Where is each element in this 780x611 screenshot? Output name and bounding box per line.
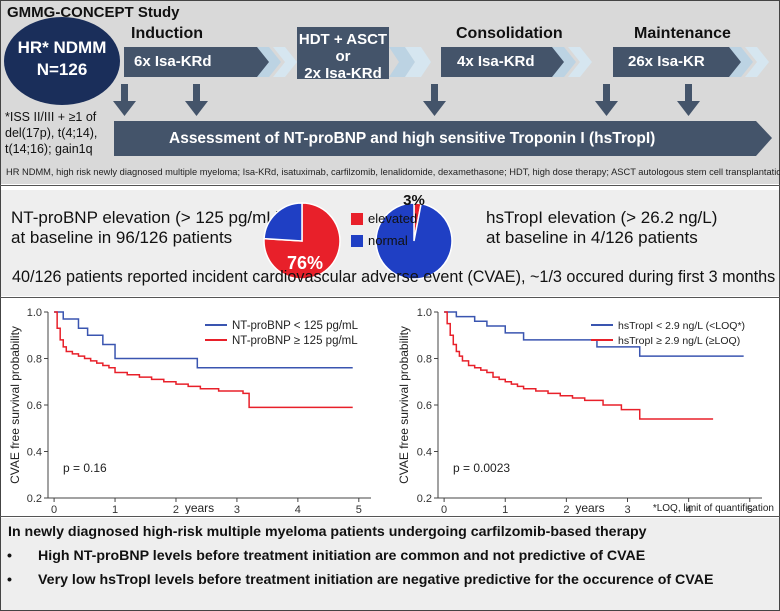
phase-induction-regimen: 6x Isa-KRd — [134, 53, 212, 70]
study-title: GMMG-CONCEPT Study — [7, 4, 180, 21]
hdt-box — [297, 27, 389, 79]
phase-induction-name: Induction — [131, 25, 203, 42]
x-tick-label: 5 — [747, 504, 753, 514]
ntprobnp-line2: at baseline in 96/126 patients — [11, 228, 233, 247]
phase-hdt-label: HDT + ASCT or 2x Isa-KRd — [297, 31, 389, 82]
ntprobnp-line1: NT-proBNP elevation (> 125 pg/mL) — [11, 208, 282, 227]
x-axis-label: years — [185, 501, 214, 514]
x-tick-label: 0 — [441, 504, 447, 514]
y-tick-label: 0.8 — [27, 354, 42, 366]
x-tick-label: 4 — [686, 504, 692, 514]
risk-footnote-line: t(14;16); gain1q — [5, 142, 93, 156]
ntprobnp-summary: NT-proBNP elevation (> 125 pg/mL) at bas… — [11, 208, 281, 248]
ntprobnp-pie: 76% — [263, 202, 341, 280]
legend-swatch-normal — [351, 235, 363, 247]
pie-data-label: 76% — [287, 253, 323, 273]
maintenance-arrow — [613, 47, 769, 77]
series-line — [54, 311, 353, 409]
down-arrows — [113, 84, 700, 116]
legend-label-elevated: elevated — [368, 211, 418, 226]
y-tick-label: 1.0 — [417, 307, 432, 319]
design-diagram — [4, 17, 772, 156]
connector-chevron — [405, 47, 431, 77]
x-tick-label: 0 — [51, 504, 57, 514]
phase-consolidation-regimen: 4x Isa-KRd — [457, 53, 535, 70]
risk-footnote: *ISS II/III + ≥1 of del(17p), t(4;14), t… — [5, 109, 97, 157]
y-axis-label: CVAE free survival probability — [8, 326, 22, 484]
x-tick-label: 5 — [356, 504, 362, 514]
loq-footnote: *LOQ, limit of quantification — [653, 503, 774, 514]
legend-swatch-elevated — [351, 213, 363, 225]
km-plot-hstropi: 0.2 0.4 0.6 0.8 1.0 0 1 2 3 4 5 CVAE free survival … — [397, 307, 774, 514]
induction-arrow — [124, 47, 297, 77]
population-line2: N=126 — [36, 60, 88, 79]
separator — [0, 185, 780, 186]
conclusion-panel: In newly diagnosed high-risk multiple my… — [1, 518, 779, 610]
conclusion-bullet-2: Very low hsTropI levels before treatment… — [38, 572, 714, 588]
x-axis-label: years — [575, 501, 604, 514]
y-tick-label: 0.4 — [27, 447, 42, 459]
baseline-panel: NT-proBNP elevation (> 125 pg/mL) at bas… — [1, 190, 779, 296]
legend-label: NT-proBNP < 125 pg/mL — [232, 320, 359, 332]
p-value-annotation: p = 0.0023 — [453, 461, 510, 475]
x-tick-label: 2 — [563, 504, 569, 514]
population-line1: HR* NDMM — [17, 38, 107, 57]
hstropi-line2: at baseline in 4/126 patients — [486, 228, 698, 247]
y-tick-label: 1.0 — [27, 307, 42, 319]
hstropi-pie: 3% — [375, 194, 453, 280]
x-tick-label: 3 — [234, 504, 240, 514]
conclusion-bullet-1: High NT-proBNP levels before treatment i… — [38, 548, 646, 564]
risk-footnote-line: del(17p), t(4;14), — [5, 126, 98, 140]
assessment-bar — [114, 121, 772, 156]
series-line — [444, 311, 714, 420]
separator — [0, 516, 780, 517]
phase-maintenance-regimen: 26x Isa-KR — [628, 53, 705, 70]
cvae-summary: 40/126 patients reported incident cardio… — [12, 268, 776, 286]
km-plot-ntprobnp: 0.2 0.4 0.6 0.8 1.0 0 1 2 3 4 5 CVAE free survival … — [8, 307, 371, 514]
y-tick-label: 0.6 — [27, 400, 42, 412]
y-tick-label: 0.2 — [417, 493, 432, 505]
legend-label-normal: normal — [368, 233, 408, 248]
abbreviations: HR NDMM, high risk newly diagnosed multi… — [6, 167, 780, 177]
connector-chevron — [389, 47, 415, 77]
assessment-label: Assessment of NT-proBNP and high sensiti… — [169, 130, 656, 147]
p-value-annotation: p = 0.16 — [63, 461, 107, 475]
phase-consolidation-name: Consolidation — [456, 25, 563, 42]
conclusion-headline: In newly diagnosed high-risk multiple my… — [8, 524, 647, 540]
study-design-panel: GMMG-CONCEPT Study — [1, 1, 780, 184]
pie-data-label: 3% — [403, 194, 425, 209]
consolidation-arrow — [441, 47, 592, 77]
pie-slice-normal — [375, 202, 453, 280]
population-label: HR* NDMM N=126 — [4, 37, 120, 81]
hdt-line: HDT + ASCT — [298, 31, 388, 48]
pie-slice-normal — [263, 202, 303, 242]
bullet-icon: • — [7, 548, 12, 564]
risk-footnote-line: *ISS II/III + ≥1 of — [5, 110, 97, 124]
legend-label: NT-proBNP ≥ 125 pg/mL — [232, 335, 358, 347]
series-line — [54, 311, 353, 369]
population-ellipse — [4, 17, 120, 105]
bullet-icon: • — [7, 572, 12, 588]
y-axis-label: CVAE free survival probability — [397, 326, 411, 484]
series-line — [444, 311, 744, 357]
x-tick-label: 1 — [112, 504, 118, 514]
hdt-line: or — [335, 48, 351, 65]
hstropi-summary: hsTropI elevation (> 26.2 ng/L) at basel… — [486, 208, 717, 248]
legend-label: hsTropI ≥ 2.9 ng/L (≥LOQ) — [618, 335, 740, 347]
y-tick-label: 0.2 — [27, 493, 42, 505]
phase-maintenance-name: Maintenance — [634, 25, 731, 42]
hstropi-line1: hsTropI elevation (> 26.2 ng/L) — [486, 208, 718, 227]
y-tick-label: 0.8 — [417, 354, 432, 366]
legend-label: hsTropI < 2.9 ng/L (<LOQ*) — [618, 320, 745, 332]
hdt-line: 2x Isa-KRd — [304, 65, 382, 82]
x-tick-label: 3 — [624, 504, 630, 514]
y-tick-label: 0.4 — [417, 447, 432, 459]
x-tick-label: 1 — [502, 504, 508, 514]
x-tick-label: 2 — [173, 504, 179, 514]
separator — [0, 297, 780, 298]
x-tick-label: 4 — [295, 504, 301, 514]
y-tick-label: 0.6 — [417, 400, 432, 412]
